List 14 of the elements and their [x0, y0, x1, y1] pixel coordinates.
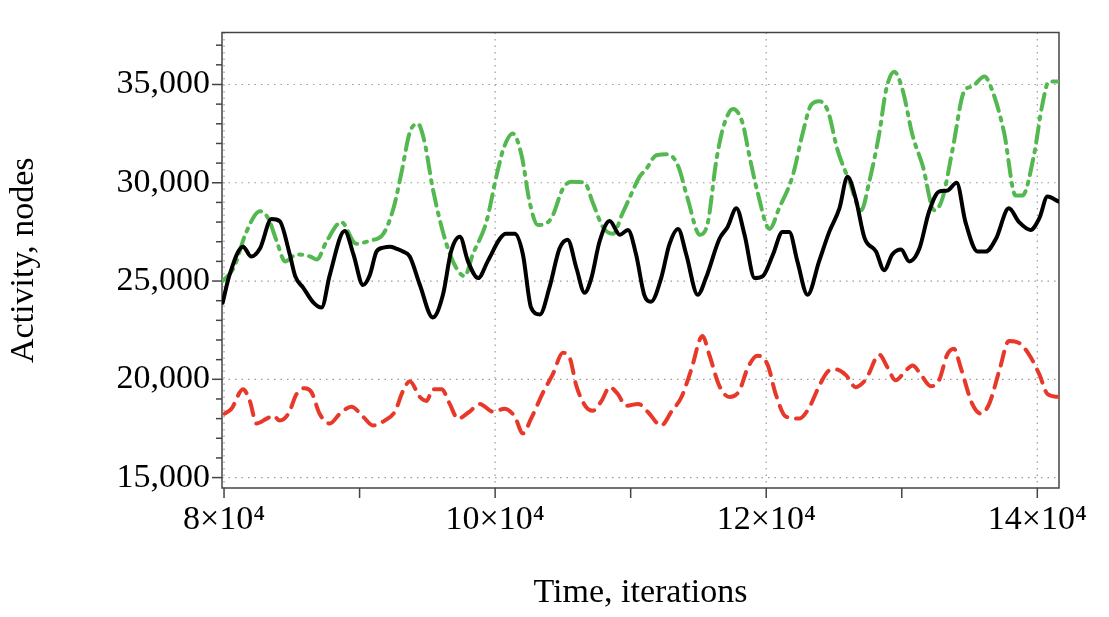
y-tick-label: 30,000	[116, 161, 210, 199]
y-tick-label: 15,000	[116, 456, 210, 494]
line-series	[222, 69, 1059, 284]
x-tick-label: 10×10⁴	[445, 499, 545, 537]
x-tick-label: 8×10⁴	[183, 499, 266, 537]
x-tick-label: 12×10⁴	[716, 499, 816, 537]
line-series	[222, 334, 1059, 436]
y-tick-label: 20,000	[116, 358, 210, 396]
x-axis-title: Time, iterations	[533, 571, 748, 609]
x-tick-label: 14×10⁴	[987, 499, 1087, 537]
y-axis-title: Activity, nodes	[3, 157, 41, 363]
line-series	[222, 174, 1059, 320]
y-tick-label: 35,000	[116, 63, 210, 101]
y-tick-label: 25,000	[116, 259, 210, 297]
